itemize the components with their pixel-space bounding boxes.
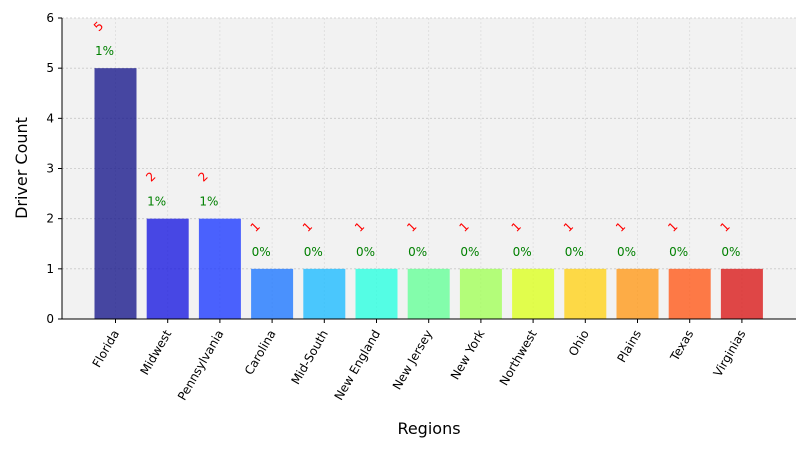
bar-plains <box>616 268 659 319</box>
bar-new-england <box>355 268 398 319</box>
x-tick-label: New England <box>332 328 383 403</box>
y-tick-label: 3 <box>46 162 54 176</box>
percent-label: 0% <box>513 245 532 259</box>
bar-virginias <box>720 268 763 319</box>
x-tick-label: Pennsylvania <box>175 328 227 403</box>
y-tick-label: 0 <box>46 312 54 326</box>
y-tick-label: 4 <box>46 111 54 125</box>
x-tick-label: Northwest <box>497 327 540 388</box>
percent-label: 0% <box>565 245 584 259</box>
bar-carolina <box>251 268 294 319</box>
y-tick-label: 1 <box>46 262 54 276</box>
y-ticks: 0 1 2 3 4 5 6 <box>46 11 62 326</box>
y-tick-label: 6 <box>46 11 54 25</box>
x-axis-title: Regions <box>397 419 460 438</box>
x-ticks: Florida Midwest Pennsylvania Carolina Mid-So… <box>90 319 749 403</box>
x-tick-label: Ohio <box>566 328 592 359</box>
x-tick-label: Plains <box>614 328 644 365</box>
bar-new-york <box>459 268 502 319</box>
x-tick-label: New York <box>448 327 488 382</box>
percent-label: 0% <box>460 245 479 259</box>
y-tick-label: 5 <box>46 61 54 75</box>
bar-texas <box>668 268 711 319</box>
percent-label: 0% <box>721 245 740 259</box>
y-tick-label: 2 <box>46 212 54 226</box>
x-tick-label: Carolina <box>242 328 279 378</box>
percent-label: 0% <box>617 245 636 259</box>
percent-label: 1% <box>147 195 166 209</box>
percent-label: 0% <box>669 245 688 259</box>
bar-new-jersey <box>407 268 450 319</box>
x-tick-label: Texas <box>667 328 696 365</box>
percent-label: 0% <box>356 245 375 259</box>
bars <box>94 68 763 320</box>
percent-label: 1% <box>95 44 114 58</box>
percent-label: 0% <box>408 245 427 259</box>
percent-label: 1% <box>199 195 218 209</box>
bar-ohio <box>564 268 607 319</box>
x-tick-label: Florida <box>90 328 123 370</box>
x-tick-label: New Jersey <box>390 328 435 393</box>
bar-northwest <box>512 268 555 319</box>
bar-midwest <box>146 218 189 319</box>
x-tick-label: Virginias <box>711 328 749 380</box>
bar-pennsylvania <box>198 218 241 319</box>
bar-mid-south <box>303 268 346 319</box>
percent-label: 0% <box>252 245 271 259</box>
x-tick-label: Midwest <box>137 327 174 377</box>
percent-label: 0% <box>304 245 323 259</box>
bar-florida <box>94 68 137 320</box>
x-tick-label: Mid-South <box>289 328 331 387</box>
y-axis-title: Driver Count <box>12 117 31 219</box>
